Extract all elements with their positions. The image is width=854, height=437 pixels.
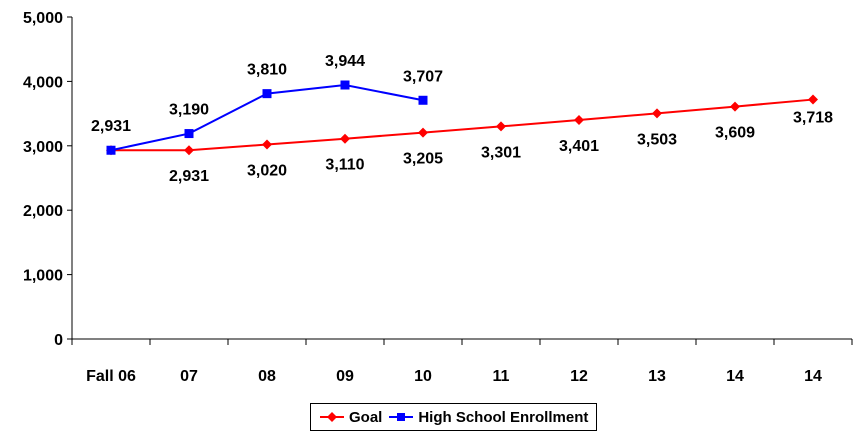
data-label: 3,020 <box>247 163 287 180</box>
data-label: 3,110 <box>325 157 364 174</box>
goal-point <box>418 127 428 138</box>
enrollment-point <box>184 129 194 139</box>
legend-item-enrollment: High School Enrollment <box>388 409 588 426</box>
legend-item-goal: Goal <box>319 409 382 426</box>
goal-point <box>184 145 194 156</box>
data-label: 3,503 <box>637 131 677 148</box>
data-label: 3,944 <box>325 53 365 70</box>
data-label: 3,205 <box>403 151 443 168</box>
data-label: 2,931 <box>169 168 209 185</box>
goal-point <box>652 108 662 119</box>
y-tick-label: 1,000 <box>23 268 63 285</box>
data-label: 3,707 <box>403 68 443 85</box>
y-tick-label: 3,000 <box>23 139 63 156</box>
enrollment-point <box>340 80 350 90</box>
data-label: 3,810 <box>247 62 287 79</box>
x-tick-label: Fall 06 <box>86 368 136 385</box>
x-tick-label: 09 <box>336 368 354 385</box>
data-label: 3,190 <box>169 102 209 119</box>
legend: Goal High School Enrollment <box>310 403 598 431</box>
enrollment-point <box>106 145 116 155</box>
y-tick-label: 5,000 <box>23 10 63 27</box>
series-line <box>111 98 814 152</box>
y-tick-label: 2,000 <box>23 203 63 220</box>
data-label: 2,931 <box>91 118 131 135</box>
x-tick-label: 14 <box>804 368 822 385</box>
legend-swatch-goal <box>320 412 344 422</box>
x-tick-label: 14 <box>726 368 744 385</box>
y-axis-ticks: 0 1,000 2,000 3,000 4,000 5,000 <box>23 10 72 349</box>
data-label: 3,401 <box>559 138 599 155</box>
goal-point <box>496 121 506 132</box>
x-tick-label: 11 <box>493 368 510 385</box>
goal-point <box>730 101 740 112</box>
x-tick-label: 13 <box>648 368 666 385</box>
legend-label-enrollment: High School Enrollment <box>418 408 589 426</box>
x-axis-ticks: Fall 06 07 08 09 10 11 12 13 14 14 <box>71 339 853 385</box>
data-label: 3,609 <box>715 125 755 142</box>
goal-point <box>262 139 272 150</box>
enrollment-point <box>418 95 428 105</box>
data-labels: 2,931 3,020 3,110 3,205 3,301 3,401 3,503 3,609… <box>91 53 833 185</box>
x-tick-label: 08 <box>258 368 276 385</box>
data-label: 3,301 <box>481 144 521 161</box>
legend-swatch-enrollment <box>389 413 414 421</box>
x-tick-label: 12 <box>570 368 588 385</box>
goal-point <box>808 94 818 105</box>
enrollment-point <box>262 89 272 99</box>
goal-point <box>340 133 350 144</box>
x-tick-label: 07 <box>180 368 198 385</box>
y-tick-label: 4,000 <box>23 74 63 91</box>
legend-label-goal: Goal <box>349 408 383 426</box>
series-layer <box>106 80 818 156</box>
x-tick-label: 10 <box>414 368 432 385</box>
y-tick-label: 0 <box>54 332 63 349</box>
goal-point <box>574 114 584 125</box>
data-label: 3,718 <box>793 110 833 127</box>
